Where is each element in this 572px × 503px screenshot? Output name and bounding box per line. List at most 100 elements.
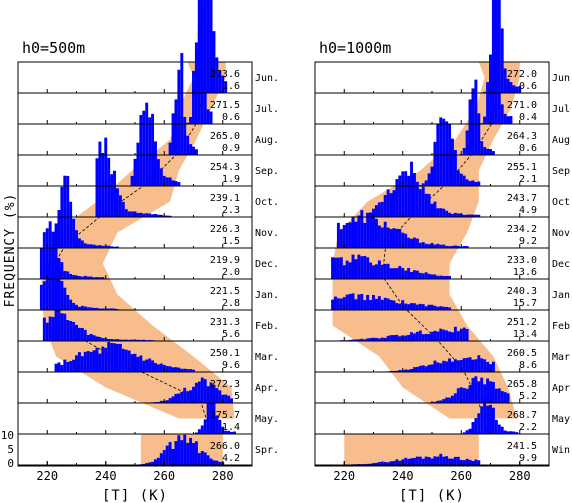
mean-label: 221.5 bbox=[210, 286, 240, 297]
histogram-bar bbox=[404, 369, 408, 372]
histogram-bar bbox=[227, 395, 231, 403]
month-label: Mar. bbox=[255, 352, 279, 363]
histogram-bar bbox=[133, 211, 137, 217]
histogram-bar bbox=[83, 351, 87, 372]
sd-label: 0.4 bbox=[519, 112, 537, 123]
histogram-bar bbox=[351, 254, 355, 279]
histogram-bar bbox=[439, 117, 443, 186]
histogram-bar bbox=[404, 171, 408, 217]
histogram-bar bbox=[136, 339, 140, 341]
mean-label: 273.6 bbox=[210, 69, 240, 80]
histogram-bar bbox=[194, 149, 198, 155]
histogram-bar bbox=[433, 456, 437, 465]
histogram-bar bbox=[72, 321, 76, 341]
histogram-bar bbox=[456, 331, 460, 341]
month-label: Feb. bbox=[255, 321, 279, 332]
histogram-bar bbox=[433, 201, 437, 217]
histogram-bar bbox=[415, 238, 419, 248]
histogram-bar bbox=[177, 69, 181, 155]
mean-label: 226.3 bbox=[210, 224, 240, 235]
sd-label: 2.8 bbox=[222, 298, 240, 309]
histogram-bar bbox=[448, 246, 452, 248]
histogram-bar bbox=[415, 270, 419, 279]
histogram-bar bbox=[421, 458, 425, 465]
histogram-bar bbox=[427, 364, 431, 372]
histogram-bar bbox=[171, 396, 175, 403]
histogram-bar bbox=[177, 367, 181, 372]
histogram-bar bbox=[66, 294, 70, 310]
histogram-bar bbox=[506, 431, 510, 434]
panel-title: h0=1000m bbox=[319, 39, 391, 57]
histogram-bar bbox=[448, 358, 452, 372]
sd-label: 8.6 bbox=[519, 360, 537, 371]
histogram-bar bbox=[372, 265, 375, 279]
sd-label: 2.3 bbox=[222, 205, 240, 216]
histogram-bar bbox=[218, 71, 222, 93]
month-label: Jan. bbox=[255, 290, 279, 301]
histogram-bar bbox=[377, 260, 381, 279]
mean-label: 240.3 bbox=[507, 286, 537, 297]
x-tick-label: 220 bbox=[333, 469, 355, 483]
histogram-bar bbox=[436, 331, 440, 341]
histogram-bar bbox=[63, 270, 67, 279]
histogram-bar bbox=[39, 247, 43, 279]
histogram-bar bbox=[209, 0, 213, 94]
histogram-bar bbox=[436, 456, 440, 465]
histogram-bar bbox=[127, 350, 131, 372]
histogram-bar bbox=[439, 400, 443, 403]
month-label: Sep. bbox=[552, 166, 572, 177]
histogram-bar bbox=[462, 327, 466, 341]
histogram-bar bbox=[110, 343, 114, 372]
histogram-bar bbox=[183, 387, 187, 403]
histogram-bar bbox=[424, 272, 428, 279]
histogram-bar bbox=[398, 265, 402, 279]
histogram-bar bbox=[98, 353, 102, 372]
histogram-bar bbox=[483, 91, 487, 93]
histogram-bar bbox=[410, 369, 413, 372]
month-label: Jul. bbox=[552, 104, 572, 115]
histogram-bar bbox=[86, 276, 90, 279]
histogram-bar bbox=[124, 339, 128, 341]
histogram-bar bbox=[474, 214, 478, 217]
histogram-bar bbox=[98, 277, 102, 279]
histogram-bar bbox=[101, 308, 105, 310]
histogram-bar bbox=[148, 117, 152, 186]
histogram-bar bbox=[212, 384, 216, 403]
histogram-bar bbox=[366, 257, 370, 279]
sd-label: 0.6 bbox=[519, 143, 537, 154]
histogram-bar bbox=[363, 339, 367, 341]
histogram-bar bbox=[494, 388, 498, 403]
histogram-bar bbox=[380, 227, 384, 248]
histogram-bar bbox=[69, 273, 73, 279]
histogram-bar bbox=[410, 303, 413, 310]
histogram-bar bbox=[148, 462, 152, 465]
histogram-bar bbox=[107, 341, 111, 372]
sd-label: 1.4 bbox=[222, 422, 240, 433]
mean-label: 271.0 bbox=[507, 100, 537, 111]
x-tick-label: 280 bbox=[509, 469, 531, 483]
histogram-bar bbox=[42, 317, 46, 341]
histogram-bar bbox=[418, 242, 422, 248]
histogram-bar bbox=[462, 460, 466, 465]
histogram-bar bbox=[451, 213, 454, 217]
histogram-bar bbox=[348, 293, 352, 310]
histogram-bar bbox=[421, 273, 425, 279]
histogram-bar bbox=[445, 397, 449, 403]
histogram-bar bbox=[121, 339, 125, 341]
histogram-bar bbox=[453, 326, 457, 341]
histogram-bar bbox=[168, 142, 172, 155]
histogram-bar bbox=[145, 102, 149, 186]
histogram-bar bbox=[468, 181, 472, 186]
histogram-bar bbox=[395, 179, 399, 217]
histogram-bar bbox=[336, 298, 340, 310]
histogram-bar bbox=[72, 302, 76, 310]
histogram-bar bbox=[480, 377, 484, 403]
histogram-bar bbox=[445, 121, 449, 186]
histogram-bar bbox=[203, 81, 207, 124]
histogram-bar bbox=[197, 381, 201, 403]
histogram-bar bbox=[474, 418, 478, 434]
month-label: May. bbox=[552, 414, 572, 425]
histogram-bar bbox=[468, 459, 472, 465]
histogram-bar bbox=[180, 53, 184, 155]
histogram-bar bbox=[113, 343, 116, 372]
